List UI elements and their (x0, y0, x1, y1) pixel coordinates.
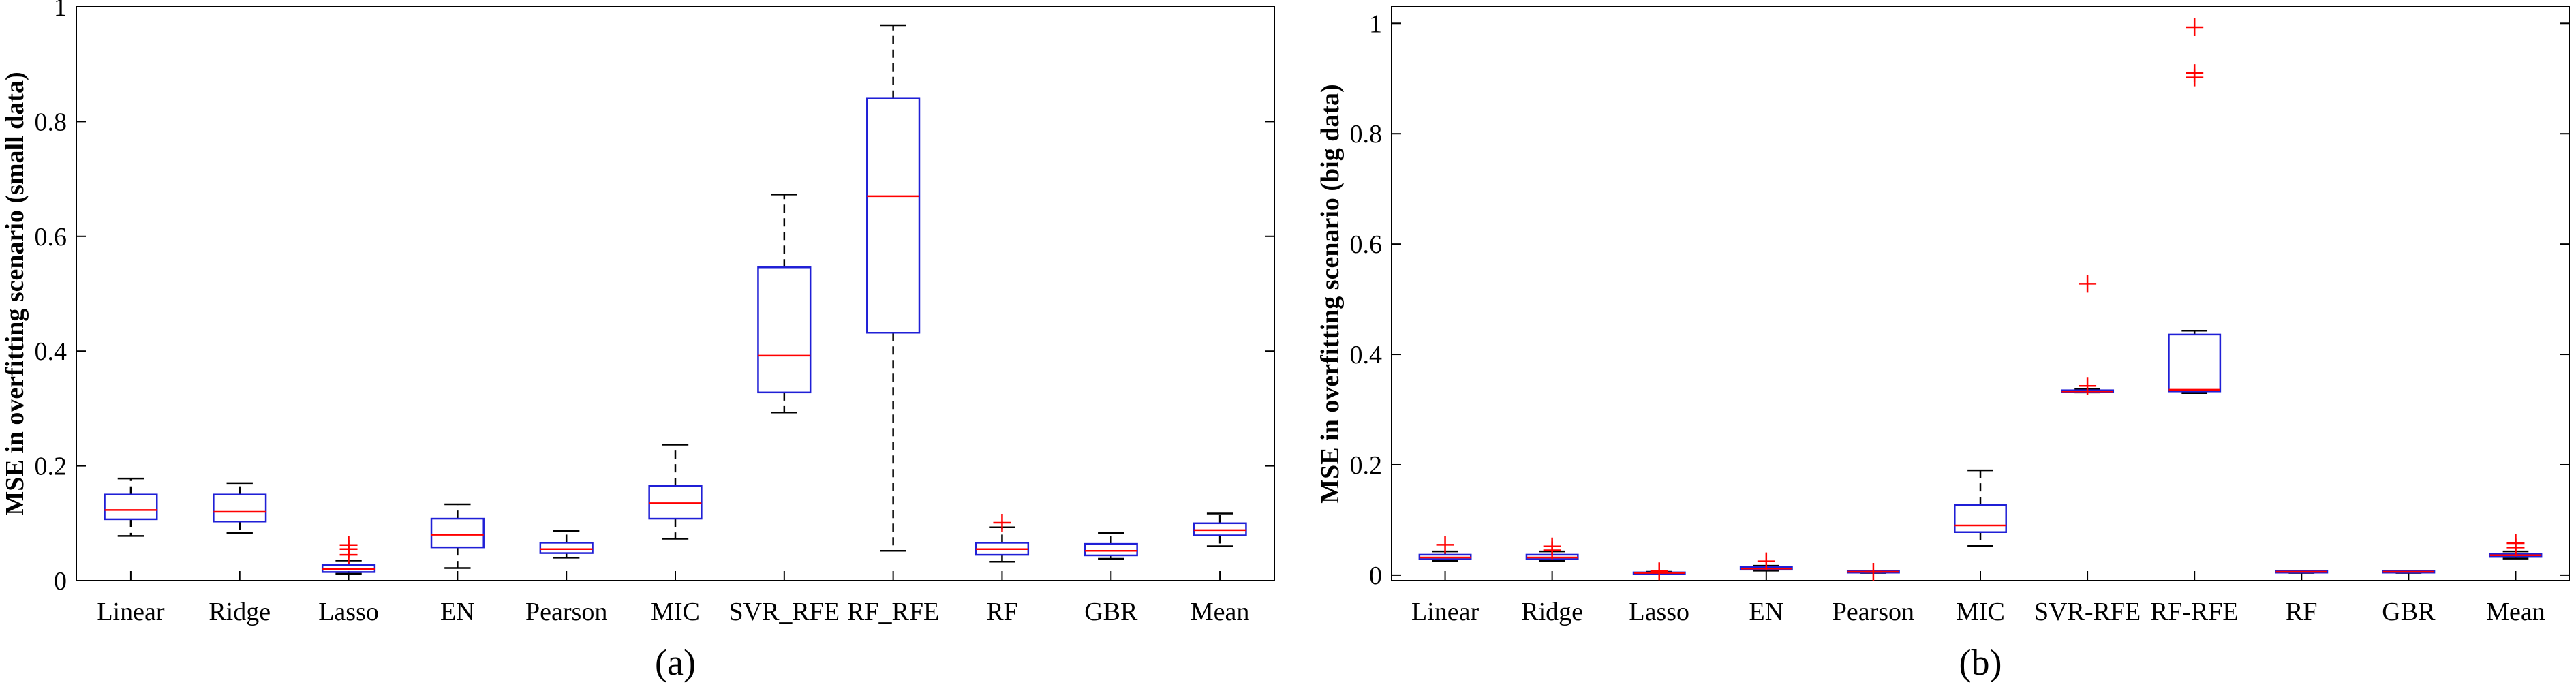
box-linear (1418, 536, 1472, 562)
box-lasso (1632, 562, 1686, 581)
outlier-marker (2186, 68, 2204, 87)
panel-caption: (a) (655, 642, 696, 683)
box-en (430, 503, 485, 569)
outlier-marker (1757, 552, 1775, 570)
outlier-marker (2186, 18, 2204, 36)
x-tick-label: Linear (97, 598, 165, 626)
box-mean (2489, 534, 2543, 560)
outlier-marker (339, 536, 358, 554)
outlier-marker (2079, 377, 2097, 395)
x-tick-label: Mean (2486, 598, 2545, 626)
box-rf (975, 513, 1030, 563)
y-tick-label: 1 (1369, 10, 1382, 38)
y-tick-label: 0.8 (1350, 120, 1383, 149)
x-tick-label: Pearson (525, 598, 607, 626)
panel-caption: (b) (1959, 642, 2002, 683)
x-tick-label: RF-RFE (2151, 598, 2239, 626)
box-mic (1954, 469, 2007, 547)
box-pearson (539, 530, 594, 559)
x-tick-label: RF (2286, 598, 2317, 626)
y-tick-label: 0.4 (1350, 341, 1383, 369)
y-tick-label: 0.4 (35, 337, 67, 366)
x-tick-label: EN (440, 598, 475, 626)
x-tick-label: EN (1749, 598, 1783, 626)
outlier-marker (2079, 275, 2097, 293)
box-rf (2275, 570, 2329, 574)
x-tick-label: RF_RFE (847, 598, 939, 626)
plot-area-frame (1391, 6, 2570, 581)
x-tick-label: SVR-RFE (2034, 598, 2141, 626)
x-tick-label: RF (986, 598, 1017, 626)
x-tick-label: Ridge (209, 598, 271, 626)
x-tick-label: Lasso (318, 598, 379, 626)
x-tick-label: GBR (2382, 598, 2436, 626)
x-tick-label: MIC (1956, 598, 2005, 626)
y-axis-label: MSE in overfitting scenario (big data) (1316, 84, 1345, 503)
box-gbr (2382, 570, 2436, 574)
box-lasso (321, 536, 376, 575)
iqr-box (104, 493, 158, 521)
x-tick-label: GBR (1084, 598, 1138, 626)
outlier-marker (1436, 536, 1454, 554)
box-rf-rfe (866, 24, 921, 552)
y-tick-label: 0 (1369, 562, 1382, 590)
iqr-box (430, 517, 485, 549)
box-svr-rfe (757, 194, 812, 414)
x-tick-label: Linear (1411, 598, 1479, 626)
y-axis-label: MSE in overfitting scenario (small data) (1, 72, 29, 515)
x-tick-label: SVR_RFE (729, 598, 840, 626)
x-tick-label: Ridge (1521, 598, 1583, 626)
iqr-box (866, 97, 921, 334)
box-ridge (1525, 537, 1579, 562)
outlier-marker (1650, 562, 1668, 581)
x-tick-label: MIC (651, 598, 700, 626)
y-tick-label: 0.2 (35, 453, 67, 481)
iqr-box (2168, 333, 2222, 393)
outlier-marker (1864, 563, 1882, 581)
x-tick-label: Pearson (1833, 598, 1914, 626)
box-mean (1193, 512, 1247, 547)
y-tick-label: 0.2 (1350, 451, 1383, 480)
y-tick-label: 0.8 (35, 108, 67, 136)
x-tick-label: Mean (1191, 598, 1250, 626)
box-pearson (1846, 563, 1900, 581)
box-rf-rfe (2168, 18, 2222, 394)
iqr-box (1954, 504, 2007, 534)
y-tick-label: 0.6 (1350, 230, 1383, 259)
iqr-box (213, 493, 267, 523)
box-svr-rfe (2061, 275, 2115, 395)
y-tick-label: 0 (54, 567, 67, 596)
iqr-box (539, 542, 594, 554)
iqr-box (1084, 542, 1138, 557)
y-tick-label: 0.6 (35, 223, 67, 251)
outlier-marker (2506, 534, 2525, 552)
iqr-box (1193, 522, 1247, 536)
iqr-box (757, 266, 812, 394)
panel-a: 0 0.2 0.4 0.6 0.8 1 MSE in overfitting scenari… (1, 0, 1275, 683)
y-tick-label: 1 (54, 0, 67, 22)
box-en (1739, 552, 1793, 572)
outlier-marker (1543, 541, 1561, 560)
box-gbr (1084, 532, 1138, 560)
panel-b: 0 0.2 0.4 0.6 0.8 1 MSE in overfitting scenari… (1316, 6, 2570, 683)
box-linear (104, 477, 158, 537)
outlier-marker (993, 513, 1011, 532)
box-mic (648, 444, 703, 540)
x-tick-label: Lasso (1629, 598, 1689, 626)
box-ridge (213, 482, 267, 534)
iqr-box (648, 485, 703, 520)
